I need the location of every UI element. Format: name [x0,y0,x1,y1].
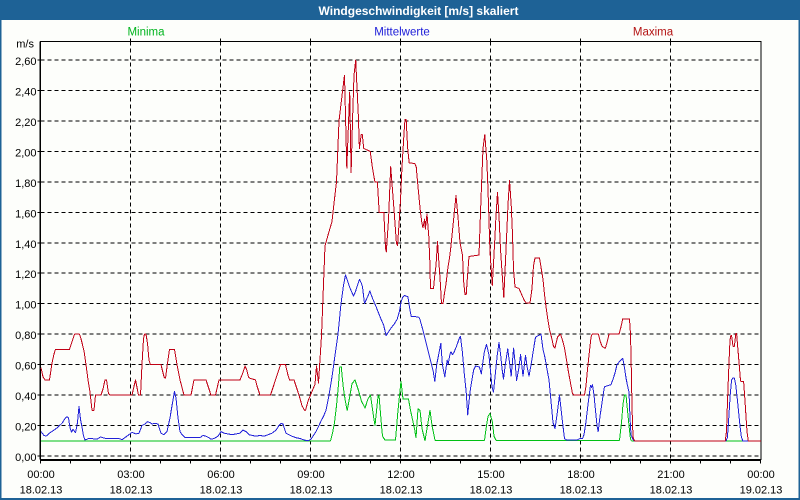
svg-text:0,40: 0,40 [15,391,36,403]
svg-text:0,60: 0,60 [15,361,36,373]
svg-text:Maxima: Maxima [633,27,674,39]
svg-text:m/s: m/s [16,39,34,51]
svg-text:18.02.13: 18.02.13 [290,485,333,497]
svg-text:18.02.13: 18.02.13 [380,485,423,497]
svg-text:18:00: 18:00 [567,469,595,481]
svg-text:06:00: 06:00 [207,469,235,481]
svg-text:00:00: 00:00 [27,469,55,481]
svg-text:18.02.13: 18.02.13 [650,485,693,497]
svg-text:0,20: 0,20 [15,422,36,434]
svg-text:18.02.13: 18.02.13 [560,485,603,497]
svg-text:00:00: 00:00 [747,469,775,481]
svg-text:21:00: 21:00 [657,469,685,481]
svg-text:0,80: 0,80 [15,330,36,342]
svg-text:2,60: 2,60 [15,56,36,68]
svg-text:Mittelwerte: Mittelwerte [374,27,430,39]
svg-text:0,00: 0,00 [15,452,36,464]
svg-text:2,40: 2,40 [15,87,36,99]
svg-text:Minima: Minima [127,27,165,39]
svg-text:1,20: 1,20 [15,269,36,281]
svg-text:18.02.13: 18.02.13 [470,485,513,497]
svg-text:12:00: 12:00 [387,469,415,481]
svg-text:1,60: 1,60 [15,208,36,220]
svg-text:18.02.13: 18.02.13 [20,485,63,497]
svg-text:1,40: 1,40 [15,239,36,251]
svg-text:1,80: 1,80 [15,178,36,190]
svg-text:Windgeschwindigkeit [m/s] skal: Windgeschwindigkeit [m/s] skaliert [319,4,519,18]
svg-text:03:00: 03:00 [117,469,145,481]
svg-text:09:00: 09:00 [297,469,325,481]
svg-text:2,20: 2,20 [15,117,36,129]
svg-text:18.02.13: 18.02.13 [200,485,243,497]
svg-text:18.02.13: 18.02.13 [110,485,153,497]
svg-text:19.02.13: 19.02.13 [740,485,783,497]
svg-text:2,00: 2,00 [15,147,36,159]
svg-text:15:00: 15:00 [477,469,505,481]
svg-text:1,00: 1,00 [15,300,36,312]
